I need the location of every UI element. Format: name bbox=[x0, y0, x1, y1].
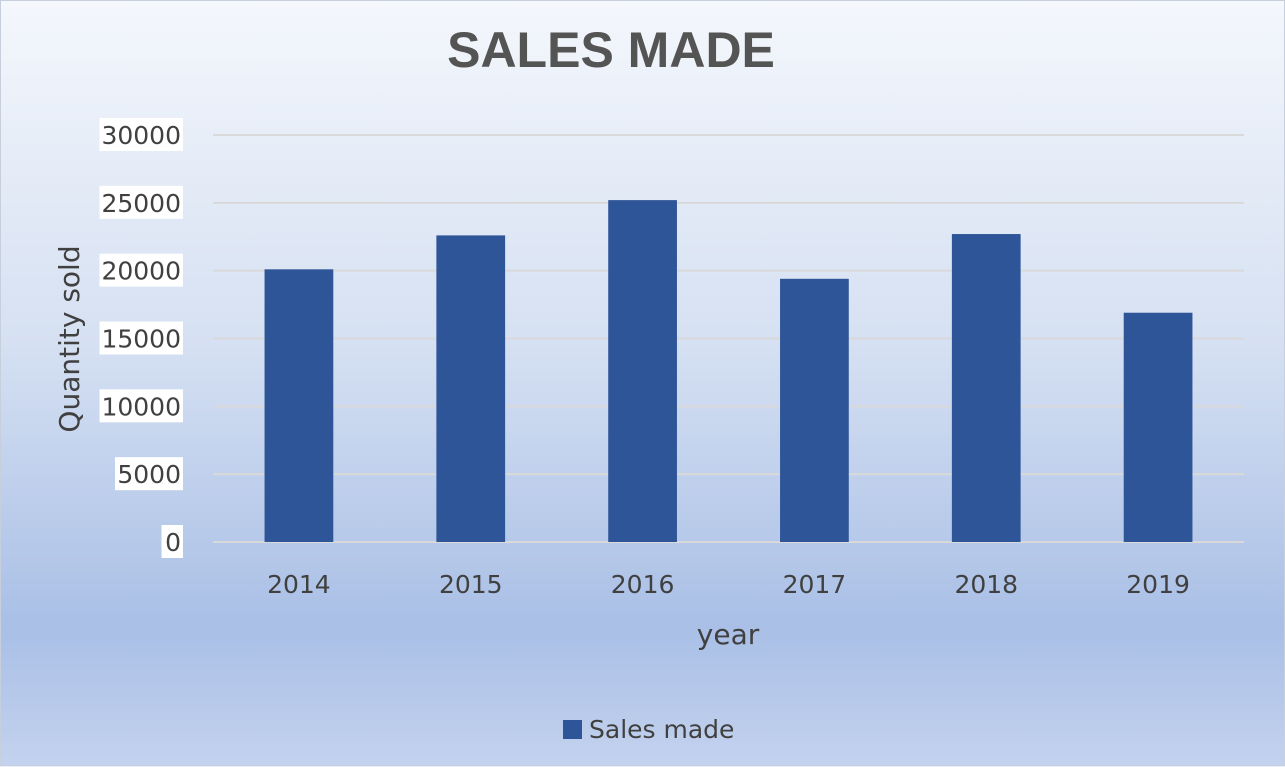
x-axis-ticks: 2014 2015 2016 2017 2018 2019 bbox=[267, 570, 1190, 599]
y-tick-label-background bbox=[99, 389, 183, 423]
bar-2018 bbox=[951, 234, 1021, 542]
x-tick-label: 2014 bbox=[267, 570, 331, 599]
chart-title: SALES MADE bbox=[447, 22, 775, 78]
y-tick-label-background bbox=[161, 525, 183, 558]
y-tick-label: 10000 bbox=[101, 392, 181, 421]
y-tick-label: 25000 bbox=[101, 189, 181, 218]
legend-swatch bbox=[563, 720, 582, 739]
y-tick-label-background bbox=[99, 321, 183, 355]
y-tick-label: 30000 bbox=[101, 121, 181, 150]
x-tick-label: 2016 bbox=[611, 570, 675, 599]
x-tick-label: 2019 bbox=[1126, 570, 1190, 599]
gridlines bbox=[213, 134, 1244, 543]
legend-label: Sales made bbox=[589, 715, 734, 744]
bar-2014 bbox=[264, 269, 334, 542]
y-axis-ticks: 0 5000 10000 15000 20000 25000 30000 bbox=[99, 118, 183, 558]
legend: Sales made bbox=[563, 715, 734, 744]
x-tick-label: 2017 bbox=[783, 570, 847, 599]
y-tick-label: 5000 bbox=[117, 460, 181, 489]
y-tick-label-background bbox=[99, 253, 183, 287]
y-tick-label-background bbox=[99, 118, 183, 151]
y-tick-label: 0 bbox=[165, 528, 181, 557]
x-tick-label: 2018 bbox=[954, 570, 1018, 599]
x-tick-label: 2015 bbox=[439, 570, 503, 599]
y-axis-label: Quantity sold bbox=[53, 245, 86, 432]
bar-2016 bbox=[608, 200, 677, 542]
bars bbox=[264, 200, 1193, 543]
bar-2017 bbox=[780, 278, 849, 542]
bar-2019 bbox=[1123, 312, 1193, 542]
x-axis-label: year bbox=[697, 618, 760, 651]
y-tick-label: 15000 bbox=[101, 325, 181, 354]
y-tick-label-background bbox=[115, 457, 183, 491]
y-tick-label-background bbox=[99, 185, 183, 219]
bar-2015 bbox=[436, 235, 506, 543]
y-tick-label: 20000 bbox=[101, 257, 181, 286]
